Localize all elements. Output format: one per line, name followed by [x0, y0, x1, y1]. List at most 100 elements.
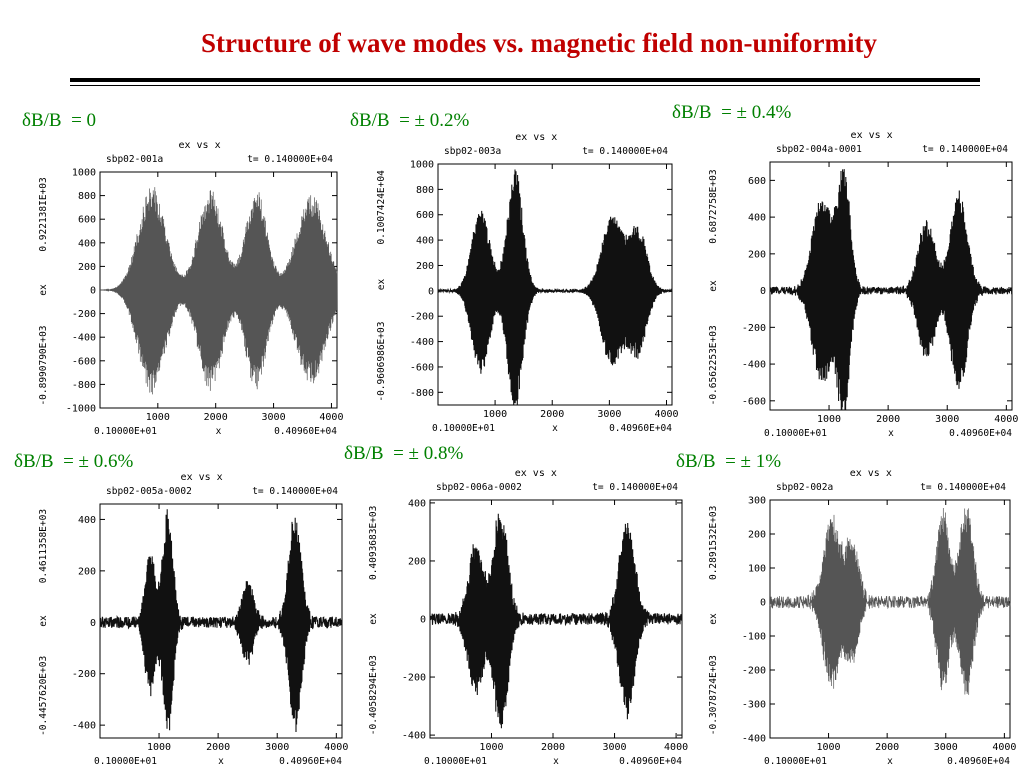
plot-frame: [769, 161, 1013, 411]
y-tick-label: -400: [402, 731, 426, 742]
signal-trace: [769, 169, 1013, 411]
chart-time: t= 0.140000E+04: [252, 486, 338, 497]
y-max-label: 0.6872758E+03: [708, 169, 719, 243]
x-tick-label: 2000: [541, 742, 565, 753]
y-tick-label: 0: [90, 618, 96, 629]
y-tick-label: -100: [742, 632, 766, 643]
page-title: Structure of wave modes vs. magnetic fie…: [201, 28, 877, 58]
y-axis-label: ex: [38, 284, 49, 296]
y-tick-label: -600: [410, 362, 434, 373]
x-tick-label: 2000: [206, 742, 230, 753]
y-tick-label: -600: [742, 396, 766, 407]
signal-trace: [99, 187, 338, 395]
y-tick-label: 0: [90, 286, 96, 297]
chart-run-id: sbp02-006a-0002: [436, 482, 522, 493]
signal-trace: [437, 169, 673, 406]
title-underline-thin: [70, 85, 980, 86]
x-tick-label: 1000: [146, 412, 170, 423]
y-tick-label: 800: [78, 191, 96, 202]
y-tick-label: 400: [78, 515, 96, 526]
y-tick-label: 100: [748, 564, 766, 575]
chart-time: t= 0.140000E+04: [922, 144, 1008, 155]
chart-time: t= 0.140000E+04: [592, 482, 678, 493]
y-tick-label: 600: [748, 176, 766, 187]
y-tick-label: 1000: [410, 160, 434, 171]
y-tick-label: 200: [748, 249, 766, 260]
x-max-label: 0.40960E+04: [274, 426, 337, 437]
panel-label-3: δB/B = ± 0.4%: [672, 102, 792, 123]
y-axis-label: ex: [708, 280, 719, 292]
y-tick-label: 200: [408, 556, 426, 567]
x-tick-label: 4000: [324, 742, 348, 753]
y-tick-label: -800: [410, 388, 434, 399]
y-tick-label: -600: [72, 356, 96, 367]
chart-time: t= 0.140000E+04: [582, 146, 668, 157]
chart-panel-5: ex vs x sbp02-006a-0002 t= 0.140000E+04 -40…: [360, 466, 690, 768]
y-max-label: 0.1007424E+04: [376, 170, 387, 245]
y-tick-label: -400: [410, 337, 434, 348]
y-tick-label: 1000: [72, 168, 96, 179]
chart-run-id: sbp02-002a: [776, 482, 833, 493]
chart-1: ex vs x sbp02-001a t= 0.140000E+04 -1000 -80…: [38, 140, 343, 437]
chart-run-id: sbp02-004a-0001: [776, 144, 862, 155]
x-tick-label: 3000: [934, 742, 958, 753]
y-tick-label: 400: [748, 213, 766, 224]
chart-panel-6: ex vs x sbp02-002a t= 0.140000E+04 -400 -300…: [700, 466, 1018, 768]
y-tick-label: -200: [410, 312, 434, 323]
chart-header-top: ex vs x: [178, 140, 220, 151]
y-tick-label: 0: [760, 286, 766, 297]
chart-4: ex vs x sbp02-005a-0002 t= 0.140000E+04 -40…: [38, 472, 348, 767]
x-tick-label: 3000: [935, 414, 959, 425]
y-tick-label: -200: [72, 309, 96, 320]
x-min-label: 0.10000E+01: [94, 426, 157, 437]
chart-header-top: ex vs x: [851, 130, 893, 141]
x-tick-label: 2000: [204, 412, 228, 423]
x-tick-label: 1000: [817, 742, 841, 753]
plot-frame: [769, 499, 1011, 739]
chart-header-top: ex vs x: [515, 468, 557, 479]
x-axis-label: x: [552, 423, 558, 434]
y-min-label: -0.4058294E+03: [368, 655, 379, 735]
y-tick-label: 400: [416, 236, 434, 247]
y-tick-label: -400: [72, 333, 96, 344]
chart-time: t= 0.140000E+04: [920, 482, 1006, 493]
panel-label-4: δB/B = ± 0.6%: [14, 451, 134, 472]
y-max-label: 0.4093683E+03: [368, 506, 379, 580]
x-tick-label: 1000: [479, 742, 503, 753]
chart-2: ex vs x sbp02-003a t= 0.140000E+04 -800 -600…: [376, 132, 679, 434]
y-tick-label: -200: [742, 666, 766, 677]
y-axis-label: ex: [376, 279, 387, 291]
chart-6: ex vs x sbp02-002a t= 0.140000E+04 -400 -300…: [708, 468, 1016, 767]
x-axis-label: x: [553, 756, 559, 767]
y-axis-label: ex: [368, 613, 379, 625]
y-tick-label: -200: [402, 673, 426, 684]
x-tick-label: 2000: [875, 742, 899, 753]
y-tick-label: 200: [748, 530, 766, 541]
chart-header-top: ex vs x: [181, 472, 223, 483]
y-tick-label: 400: [408, 498, 426, 509]
x-axis-label: x: [888, 428, 894, 439]
y-tick-label: 0: [428, 286, 434, 297]
x-tick-label: 4000: [992, 742, 1016, 753]
x-tick-label: 3000: [603, 742, 627, 753]
y-tick-label: 300: [748, 496, 766, 507]
y-tick-label: 0: [760, 598, 766, 609]
x-max-label: 0.40960E+04: [619, 756, 682, 767]
chart-header-top: ex vs x: [515, 132, 557, 143]
panel-label-6: δB/B = ± 1%: [676, 451, 782, 472]
x-tick-label: 3000: [597, 409, 621, 420]
x-max-label: 0.40960E+04: [949, 428, 1012, 439]
y-tick-label: -200: [742, 323, 766, 334]
y-tick-label: 0: [420, 615, 426, 626]
x-max-label: 0.40960E+04: [279, 756, 342, 767]
x-tick-label: 2000: [540, 409, 564, 420]
x-axis-label: x: [216, 426, 222, 437]
signal-trace: [99, 509, 343, 733]
y-min-label: -0.8990790E+03: [38, 325, 49, 405]
x-max-label: 0.40960E+04: [947, 756, 1010, 767]
x-min-label: 0.10000E+01: [424, 756, 487, 767]
x-tick-label: 2000: [876, 414, 900, 425]
y-tick-label: 200: [78, 262, 96, 273]
title-underline-thick: [70, 78, 980, 82]
y-max-label: 0.922138IE+03: [38, 177, 49, 251]
